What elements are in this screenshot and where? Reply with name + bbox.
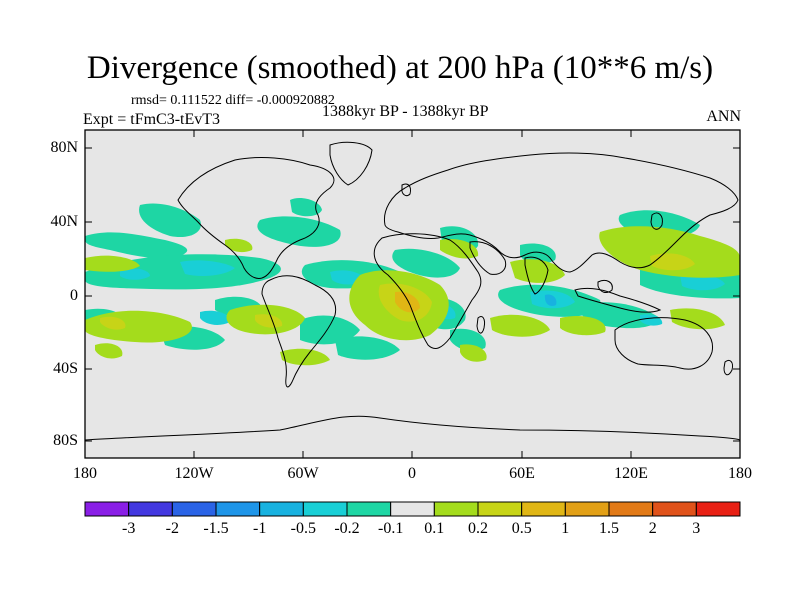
contour-negative-core: [200, 310, 231, 325]
contour-negative: [335, 336, 400, 360]
lon-label: 120W: [174, 465, 214, 482]
contour-positive: [599, 226, 740, 278]
coast-british-isles: [401, 183, 411, 197]
colorbar-swatch: [652, 501, 697, 517]
lat-label: 40N: [50, 213, 78, 230]
colorbar-label: -0.2: [334, 520, 360, 537]
contour-positive-core: [100, 316, 126, 330]
contour-positive-core: [255, 314, 283, 328]
colorbar-label: 1.5: [599, 520, 619, 537]
colorbar-swatch: [564, 501, 610, 517]
lon-label: 120E: [614, 465, 648, 482]
lat-label: 80S: [53, 432, 78, 449]
coast-arabia: [469, 241, 507, 275]
coastlines: [85, 141, 740, 458]
colorbar-label: 0.5: [511, 520, 532, 537]
colorbar-swatch: [346, 501, 392, 517]
colorbar-swatch: [433, 501, 479, 517]
lon-label: 180: [73, 465, 97, 482]
colorbar-swatch: [171, 501, 217, 517]
contour-negative: [392, 248, 460, 278]
contour-positive: [560, 315, 606, 336]
colorbar-swatch: [215, 501, 261, 517]
colorbar-label: 1: [561, 520, 570, 537]
lat-label: 80N: [50, 139, 78, 156]
colorbar-label: 0.1: [424, 520, 445, 537]
coast-africa: [373, 233, 482, 349]
contour-negative: [257, 216, 341, 247]
colorbar-swatch: [84, 501, 130, 517]
contour-positive: [510, 259, 565, 283]
lon-label: 0: [408, 465, 416, 482]
colorbar-label: 0.2: [468, 520, 488, 537]
coast-indonesia: [574, 287, 662, 313]
contour-positive: [225, 238, 253, 253]
contour-positive: [85, 255, 140, 272]
divergence-contours: [85, 198, 740, 366]
colorbar-label: 2: [648, 520, 657, 537]
colorbar-label: -2: [165, 520, 179, 537]
contour-positive: [440, 238, 479, 259]
rmsd-diff-stats: rmsd= 0.111522 diff= -0.000920882: [131, 93, 335, 108]
coast-new-zealand: [723, 359, 733, 376]
contour-positive-core: [650, 253, 695, 271]
contour-negative: [139, 203, 201, 238]
contour-negative: [290, 198, 322, 217]
contour-positive: [460, 344, 487, 362]
colorbar-label: -0.1: [378, 520, 404, 537]
time-period: 1388kyr BP - 1388kyr BP: [322, 103, 489, 120]
colorbar-swatch: [259, 501, 304, 517]
colorbar-swatch: [608, 501, 654, 517]
contour-negative: [85, 232, 188, 259]
season-label: ANN: [706, 108, 741, 125]
lat-label: 0: [70, 287, 78, 304]
contour-positive: [490, 314, 550, 337]
lat-label: 40S: [53, 360, 78, 377]
contour-positive: [95, 343, 123, 359]
coast-madagascar: [476, 315, 485, 334]
colorbar-label: -0.5: [290, 520, 316, 537]
plot-title: Divergence (smoothed) at 200 hPa (10**6 …: [86, 50, 714, 86]
experiment-label: Expt = tFmC3-tEvT3: [83, 111, 221, 128]
lon-label: 60W: [287, 465, 319, 482]
colorbar-label: 3: [692, 520, 701, 537]
contour-negative: [520, 243, 556, 264]
axis-ticks: [84, 130, 741, 458]
coast-japan: [650, 212, 663, 230]
contour-negative: [450, 328, 486, 351]
contour-positive: [670, 308, 725, 330]
colorbar: [84, 501, 741, 517]
contour-negative-core: [180, 260, 235, 276]
contour-positive-core: [395, 291, 420, 313]
coast-antarctica: [85, 415, 740, 458]
contour-positive: [280, 348, 330, 366]
coast-eurasia: [383, 152, 739, 273]
coast-india: [524, 256, 549, 295]
lon-label: 60E: [509, 465, 535, 482]
coast-south-america: [261, 275, 337, 388]
contour-negative-core: [640, 314, 663, 326]
contour-negative-core: [680, 274, 725, 291]
coast-borneo: [597, 279, 613, 294]
colorbar-swatch: [128, 501, 173, 517]
colorbar-label: -3: [122, 520, 136, 537]
colorbar-label: -1.5: [203, 520, 229, 537]
coast-greenland: [329, 141, 373, 186]
colorbar-swatch: [695, 501, 741, 517]
colorbar-label: -1: [253, 520, 267, 537]
contour-negative: [300, 315, 360, 345]
contour-negative-core: [120, 268, 150, 280]
coast-australia: [614, 317, 714, 370]
colorbar-swatch: [521, 501, 566, 517]
contour-negative-core: [544, 294, 557, 306]
colorbar-swatch: [477, 501, 523, 517]
colorbar-swatch: [302, 501, 348, 517]
lon-label: 180: [728, 465, 752, 482]
colorbar-swatch: [390, 501, 435, 517]
coast-north-america: [177, 157, 335, 279]
